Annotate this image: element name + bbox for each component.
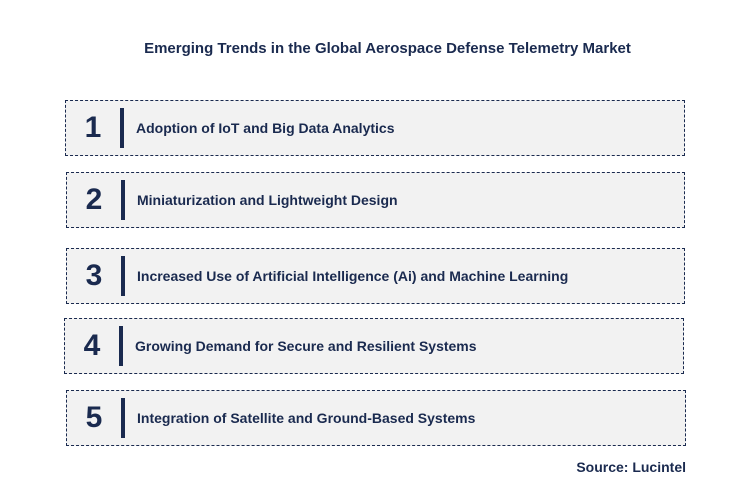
trend-item-1: 1 Adoption of IoT and Big Data Analytics: [65, 100, 685, 156]
trend-divider: [121, 180, 125, 220]
trend-number: 3: [85, 259, 103, 292]
trend-divider: [120, 108, 124, 148]
trend-number: 5: [85, 401, 103, 434]
trend-label: Growing Demand for Secure and Resilient …: [135, 338, 477, 354]
trend-number: 2: [85, 183, 103, 216]
trend-item-5: 5 Integration of Satellite and Ground-Ba…: [66, 390, 686, 446]
source-credit: Source: Lucintel: [576, 459, 686, 475]
trend-item-3: 3 Increased Use of Artificial Intelligen…: [66, 248, 685, 304]
trend-divider: [121, 398, 125, 438]
trend-label: Integration of Satellite and Ground-Base…: [137, 410, 476, 426]
diagram-title: Emerging Trends in the Global Aerospace …: [144, 40, 631, 57]
trend-item-2: 2 Miniaturization and Lightweight Design: [66, 172, 685, 228]
trend-number: 1: [84, 111, 102, 144]
trend-divider: [119, 326, 123, 366]
trend-number: 4: [83, 329, 101, 362]
trend-item-4: 4 Growing Demand for Secure and Resilien…: [64, 318, 684, 374]
trend-divider: [121, 256, 125, 296]
trend-label: Miniaturization and Lightweight Design: [137, 192, 398, 208]
trend-label: Adoption of IoT and Big Data Analytics: [136, 120, 395, 136]
trend-label: Increased Use of Artificial Intelligence…: [137, 268, 569, 284]
